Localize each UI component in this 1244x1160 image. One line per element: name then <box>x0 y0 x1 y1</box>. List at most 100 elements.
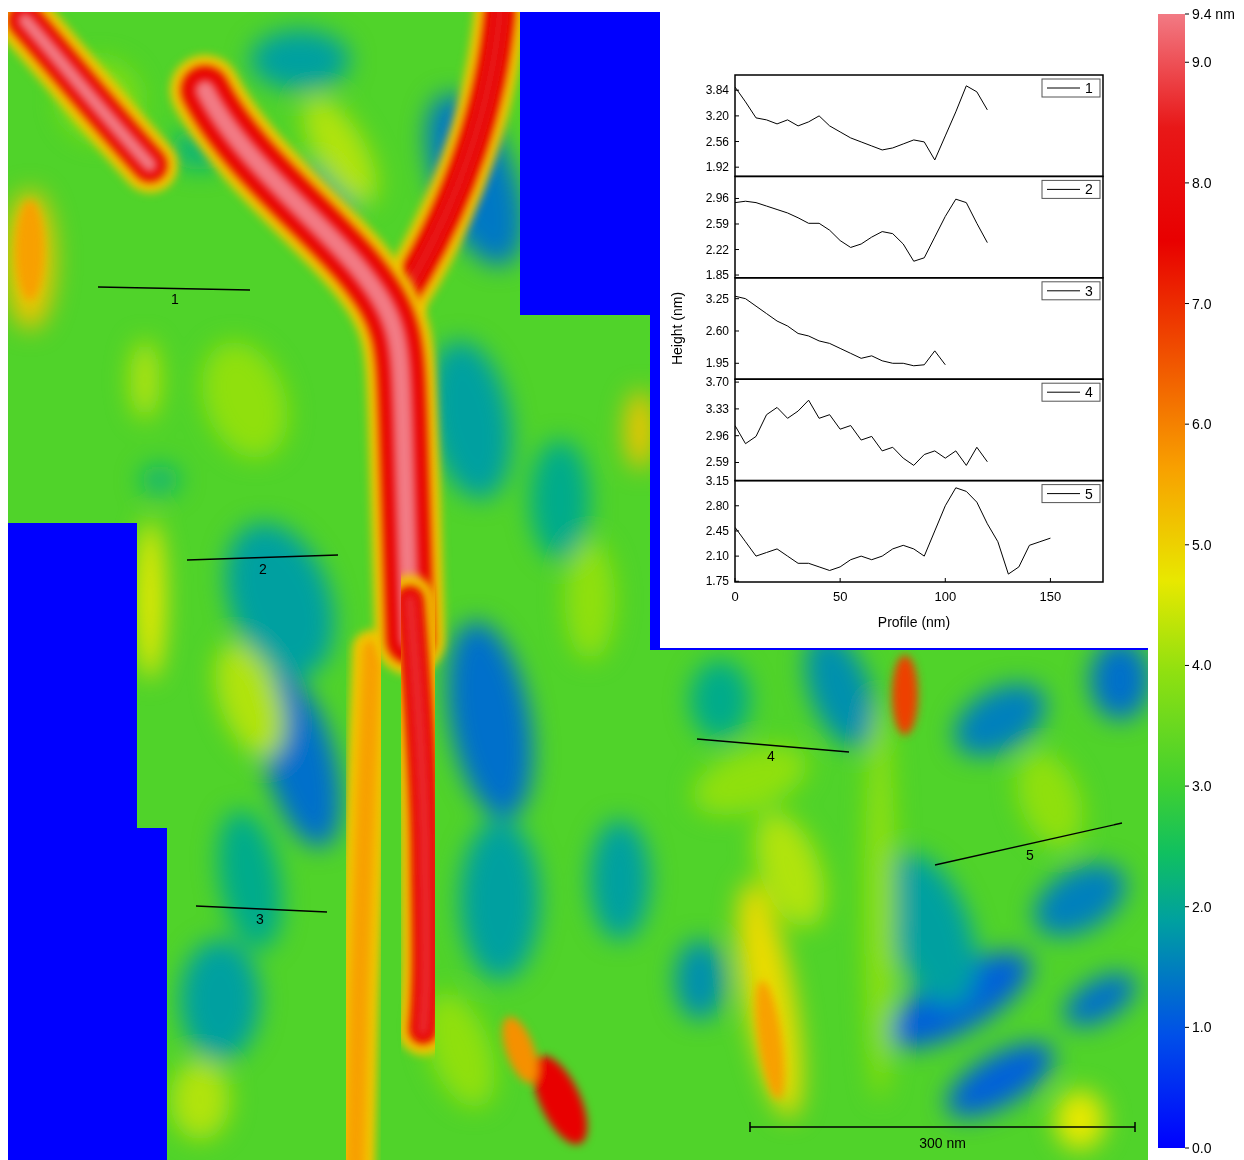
fibre-core <box>400 12 500 300</box>
legend-box <box>1042 282 1100 300</box>
no-data-area <box>8 12 1148 1160</box>
colorbar-tick <box>1185 14 1189 15</box>
height-patch <box>187 330 303 470</box>
y-tick-label: 2.59 <box>706 217 730 231</box>
height-patch <box>1005 743 1096 857</box>
profile-label: 4 <box>767 748 775 764</box>
colorbar-tick <box>1185 303 1189 304</box>
colorbar-tick-label: 3.0 <box>1192 778 1212 794</box>
colorbar-tick-label: 6.0 <box>1192 416 1212 432</box>
profile-curve <box>735 296 945 366</box>
y-tick-label: 1.75 <box>706 574 730 588</box>
y-tick-label: 1.95 <box>706 356 730 370</box>
fibre-body <box>205 90 410 640</box>
fibre-core <box>410 600 426 1030</box>
fibre <box>410 600 426 1030</box>
colorbar-tick-label: 9.4 nm <box>1192 6 1235 22</box>
y-tick <box>735 223 739 224</box>
height-patch <box>208 806 291 954</box>
profile-curve <box>735 488 1050 574</box>
fibre <box>205 90 410 640</box>
x-tick <box>945 578 946 582</box>
y-tick-label: 3.20 <box>706 109 730 123</box>
height-patch <box>135 520 165 680</box>
y-tick <box>735 556 739 557</box>
height-patch <box>1055 1090 1105 1150</box>
plot-area <box>735 488 1050 574</box>
y-tick <box>735 330 739 331</box>
height-patch <box>1090 640 1150 720</box>
y-tick <box>735 275 739 276</box>
colorbar-tick-label: 9.0 <box>1192 54 1212 70</box>
profile-line <box>935 823 1122 865</box>
y-tick-label: 2.96 <box>706 429 730 443</box>
height-feature <box>495 1012 545 1087</box>
y-tick <box>735 462 739 463</box>
legend-label: 3 <box>1085 283 1093 299</box>
plot-area <box>735 296 945 366</box>
height-feature <box>16 200 44 300</box>
fibre-halo <box>355 650 372 1160</box>
height-feature <box>892 655 918 735</box>
height-patch <box>130 340 160 420</box>
panel-frame <box>735 75 1103 176</box>
y-tick <box>735 141 739 142</box>
y-tick <box>735 581 739 582</box>
legend-swatch <box>1047 392 1080 393</box>
scale-bar <box>750 1126 1135 1128</box>
y-axis-title: Height (nm) <box>669 292 685 365</box>
y-tick-label: 2.80 <box>706 499 730 513</box>
x-tick-label: 150 <box>1040 589 1062 604</box>
legend-swatch <box>1047 189 1080 190</box>
height-patch <box>180 940 260 1060</box>
height-patch <box>625 390 655 470</box>
fibre-halo <box>205 90 410 640</box>
legend-box <box>1042 180 1100 198</box>
y-tick-label: 2.59 <box>706 455 730 469</box>
y-tick <box>735 435 739 436</box>
fibre <box>355 650 372 1160</box>
colorbar-tick <box>1185 1027 1189 1028</box>
height-patch <box>936 1028 1065 1131</box>
y-tick-label: 2.60 <box>706 324 730 338</box>
scale-bar-label: 300 nm <box>919 1135 966 1151</box>
scale-bar-end <box>1134 1122 1136 1132</box>
panel-frame <box>735 176 1103 277</box>
height-patch <box>675 940 725 1020</box>
y-tick-label: 2.22 <box>706 243 730 257</box>
fibre-halo <box>410 600 426 1030</box>
colorbar <box>1158 14 1185 1148</box>
y-tick-label: 2.96 <box>706 191 730 205</box>
colorbar-tick-label: 2.0 <box>1192 899 1212 915</box>
plot-area <box>735 86 987 160</box>
colorbar-tick <box>1185 544 1189 545</box>
colorbar-tick <box>1185 786 1189 787</box>
colorbar-tick-label: 0.0 <box>1192 1140 1212 1156</box>
profile-line <box>98 287 250 290</box>
y-tick <box>735 298 739 299</box>
fibre-core <box>205 90 410 640</box>
legend-label: 1 <box>1085 80 1093 96</box>
colorbar-tick-label: 1.0 <box>1192 1019 1212 1035</box>
height-patch <box>250 30 350 90</box>
height-patch <box>201 633 298 766</box>
legend-box <box>1042 485 1100 503</box>
height-feature <box>750 979 790 1101</box>
panel-frame <box>735 278 1103 379</box>
y-tick-label: 3.70 <box>706 375 730 389</box>
y-tick <box>735 115 739 116</box>
height-patch <box>690 660 750 740</box>
y-tick-label: 3.25 <box>706 292 730 306</box>
colorbar-tick <box>1185 182 1189 183</box>
fibre-body <box>355 650 372 1160</box>
profile-label: 2 <box>259 561 267 577</box>
y-tick <box>735 198 739 199</box>
fibre <box>400 12 500 300</box>
legend-swatch <box>1047 493 1080 494</box>
y-tick <box>735 505 739 506</box>
legend-label: 4 <box>1085 384 1093 400</box>
height-patch <box>433 615 547 826</box>
height-patch <box>683 731 816 828</box>
profile-line <box>187 555 338 560</box>
height-patch <box>741 803 838 936</box>
